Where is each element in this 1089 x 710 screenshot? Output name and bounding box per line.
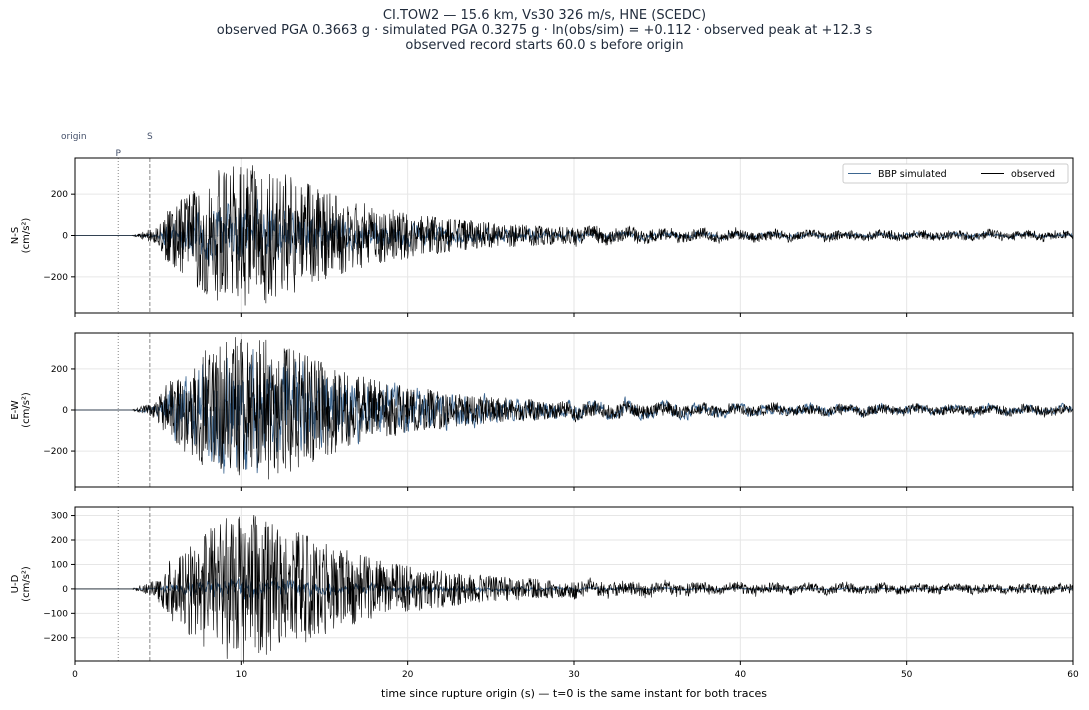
legend-box: [842, 163, 1069, 184]
x-tick-label: 60: [1067, 670, 1079, 680]
simulated-trace: [75, 349, 1074, 474]
x-tick-label: 30: [568, 670, 580, 680]
x-axis-label: time since rupture origin (s) — t=0 is t…: [381, 687, 767, 700]
y-tick-label: 200: [51, 190, 68, 200]
chart-title: CI.TOW2 — 15.6 km, Vs30 326 m/s, HNE (SC…: [0, 8, 1089, 53]
observed-trace: [75, 515, 1074, 664]
title-line-3: observed record starts 60.0 s before ori…: [405, 38, 684, 53]
panel-frame: [74, 157, 1074, 314]
y-axis-label: (cm/s²): [21, 218, 32, 254]
y-tick-label: 200: [51, 536, 68, 546]
x-tick-label: 10: [236, 670, 248, 680]
y-axis-label: U-D: [10, 574, 21, 593]
y-axis-label: N-S: [10, 227, 21, 244]
y-axis-label: (cm/s²): [21, 392, 32, 428]
y-tick-label: 0: [62, 585, 68, 595]
observed-trace: [75, 337, 1074, 480]
y-tick-label: 300: [51, 512, 68, 522]
legend-label-simulated: BBP simulated: [878, 169, 947, 180]
y-axis-label: (cm/s²): [21, 566, 32, 602]
s-arrival-label: S: [147, 132, 153, 142]
legend-label-observed: observed: [1011, 169, 1055, 180]
p-arrival-label: P: [116, 149, 122, 159]
panel-frame: [74, 506, 1074, 662]
x-tick-label: 50: [901, 670, 913, 680]
y-tick-label: −200: [43, 634, 68, 644]
y-tick-label: −200: [43, 273, 68, 283]
title-line-2: observed PGA 0.3663 g · simulated PGA 0.…: [216, 23, 873, 38]
x-tick-label: 20: [402, 670, 414, 680]
x-tick-label: 0: [72, 670, 78, 680]
y-tick-label: −200: [43, 447, 68, 457]
observed-trace: [75, 165, 1074, 306]
y-axis-label: E-W: [10, 400, 21, 420]
y-tick-label: 100: [51, 560, 68, 570]
panel-frame: [74, 332, 1074, 488]
title-line-1: CI.TOW2 — 15.6 km, Vs30 326 m/s, HNE (SC…: [382, 8, 707, 23]
y-tick-label: 0: [62, 406, 68, 416]
y-tick-label: 0: [62, 232, 68, 242]
x-tick-label: 40: [735, 670, 747, 680]
origin-label: origin: [61, 132, 87, 142]
y-tick-label: −100: [43, 609, 68, 619]
y-tick-label: 200: [51, 365, 68, 375]
